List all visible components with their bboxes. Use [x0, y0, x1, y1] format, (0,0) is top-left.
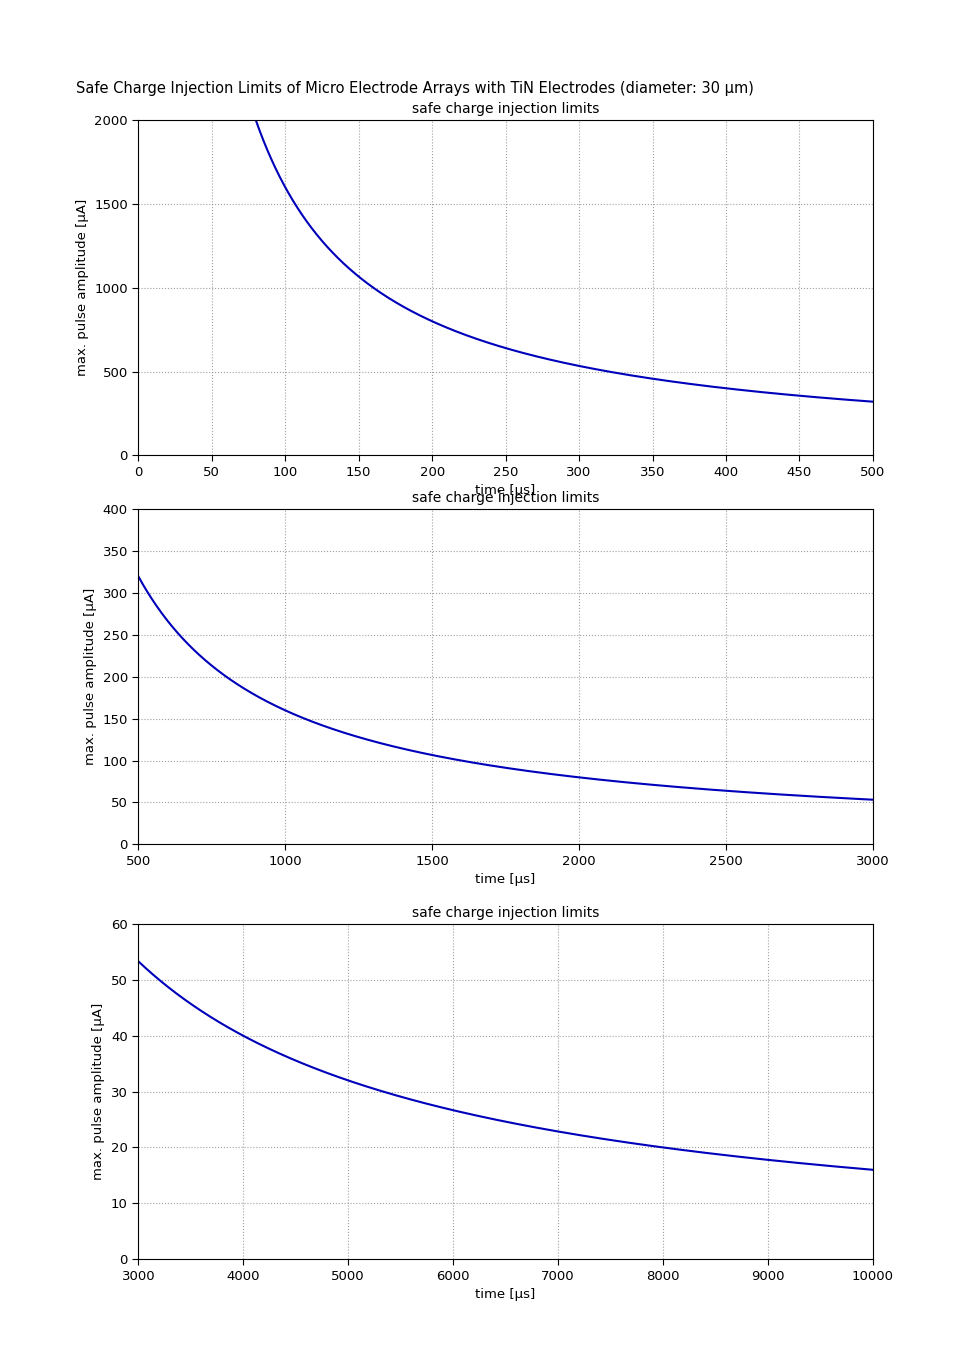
Title: safe charge injection limits: safe charge injection limits [412, 103, 598, 116]
Text: Safe Charge Injection Limits of Micro Electrode Arrays with TiN Electrodes (diam: Safe Charge Injection Limits of Micro El… [76, 81, 754, 96]
X-axis label: time [μs]: time [μs] [475, 873, 536, 886]
X-axis label: time [μs]: time [μs] [475, 484, 536, 497]
X-axis label: time [μs]: time [μs] [475, 1288, 536, 1301]
Title: safe charge injection limits: safe charge injection limits [412, 492, 598, 505]
Title: safe charge injection limits: safe charge injection limits [412, 907, 598, 920]
Y-axis label: max. pulse amplitude [μA]: max. pulse amplitude [μA] [92, 1002, 106, 1181]
Y-axis label: max. pulse amplitude [μA]: max. pulse amplitude [μA] [84, 588, 97, 766]
Y-axis label: max. pulse amplitude [μA]: max. pulse amplitude [μA] [75, 199, 89, 377]
